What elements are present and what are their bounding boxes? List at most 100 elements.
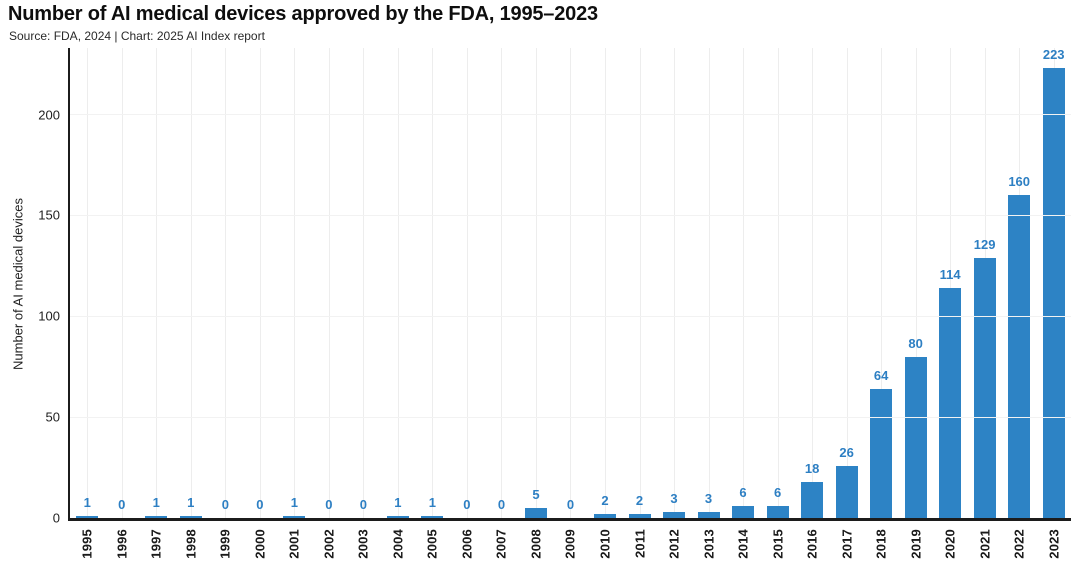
x-tick-label: 2019	[908, 529, 924, 559]
gridline-vertical	[294, 48, 296, 518]
bar-2011	[628, 513, 651, 518]
bar-2018	[870, 388, 893, 518]
bar-column-2006: 0 2006	[450, 48, 485, 559]
x-tick-label: 2009	[562, 529, 578, 559]
x-tick-label: 2012	[666, 529, 682, 559]
bar-value-label: 129	[973, 236, 996, 252]
bar-value-label: 5	[532, 486, 540, 502]
bar-value-label: 160	[1008, 174, 1031, 190]
bar-value-label: 1	[428, 494, 437, 510]
bar-2015	[766, 505, 789, 518]
bar-column-2011: 2 2011	[622, 48, 657, 558]
gridline-vertical	[674, 48, 676, 518]
x-tick-label: 2010	[597, 529, 613, 559]
gridline-vertical	[259, 48, 261, 518]
bar-2019	[904, 356, 927, 518]
y-tick-label: 200	[38, 107, 60, 123]
gridline-horizontal	[70, 114, 1071, 116]
x-tick-label: 2004	[390, 529, 406, 559]
x-tick-label: 1997	[148, 529, 164, 559]
bar-column-2013: 3 2013	[691, 48, 726, 559]
bar-column-1999: 0 1999	[208, 48, 243, 559]
gridline-horizontal	[70, 214, 1071, 216]
bar-column-2005: 1 2005	[415, 48, 450, 559]
bar-value-label: 6	[773, 484, 782, 500]
bar-column-2015: 6 2015	[760, 48, 795, 559]
bar-column-2012: 3 2012	[657, 48, 692, 559]
y-tick-label: 150	[38, 207, 60, 223]
plot-area: 1 1995 0 1996 1 1997 1 1998 0 1999 0 2000 1 2001 0 2002…	[68, 47, 1071, 559]
bar-column-2010: 2 2010	[588, 48, 623, 559]
gridline-vertical	[743, 48, 745, 518]
bar-column-2001: 1 2001	[277, 48, 312, 559]
bar-column-2019: 80 2019	[898, 48, 933, 559]
bar-column-2003: 0 2003	[346, 48, 381, 559]
x-tick-label: 2016	[804, 529, 820, 559]
bar-column-2016: 18 2016	[795, 48, 830, 559]
gridline-vertical	[121, 48, 123, 518]
bar-value-label: 1	[394, 494, 402, 510]
x-tick-label: 2008	[528, 529, 544, 559]
bar-value-label: 3	[670, 490, 678, 506]
bar-value-label: 1	[290, 494, 298, 510]
bar-value-label: 2	[601, 492, 609, 508]
x-tick-label: 2022	[1011, 529, 1027, 559]
bar-column-2008: 5 2008	[519, 48, 554, 559]
bar-value-label: 1	[83, 494, 91, 510]
chart-subtitle: Source: FDA, 2024 | Chart: 2025 AI Index…	[9, 29, 265, 43]
x-tick-label: 2020	[942, 529, 958, 559]
x-tick-label: 2013	[701, 529, 717, 559]
bar-2012	[663, 511, 686, 518]
y-axis-title: Number of AI medical devices	[10, 198, 26, 370]
bar-value-label: 1	[152, 494, 160, 510]
x-tick-label: 2015	[770, 529, 786, 559]
bar-2010	[593, 513, 616, 518]
bar-value-label: 1	[187, 494, 195, 510]
gridline-horizontal	[70, 315, 1071, 317]
gridline-vertical	[466, 48, 468, 518]
bar-column-2021: 129 2021	[967, 48, 1002, 559]
bar-column-1995: 1 1995	[70, 48, 105, 559]
bar-column-2017: 26 2017	[829, 48, 864, 559]
bar-column-2023: 223 2023	[1036, 47, 1071, 559]
bar-2022	[1008, 195, 1031, 518]
bar-value-label: 0	[497, 497, 506, 512]
bar-column-1998: 1 1998	[174, 48, 209, 559]
gridline-vertical	[190, 48, 192, 518]
bar-value-label: 2	[635, 492, 644, 508]
bar-1995	[76, 515, 99, 518]
bar-2021	[973, 257, 996, 518]
bar-column-2000: 0 2000	[243, 48, 278, 559]
x-tick-label: 2002	[321, 529, 337, 559]
bar-value-label: 64	[873, 367, 889, 383]
gridline-vertical	[881, 48, 883, 518]
gridline-vertical	[432, 48, 434, 518]
x-tick-label: 1996	[114, 529, 130, 559]
x-tick-label: 2017	[839, 529, 855, 559]
gridline-vertical	[950, 48, 952, 518]
gridline-horizontal	[70, 416, 1071, 418]
bar-value-label: 114	[939, 267, 961, 283]
bar-value-label: 0	[325, 497, 333, 512]
bar-value-label: 0	[566, 497, 575, 512]
gridline-vertical	[777, 48, 779, 518]
bar-value-label: 18	[804, 460, 820, 476]
bar-value-label: 0	[256, 497, 264, 512]
y-tick-label: 100	[38, 308, 60, 324]
x-tick-label: 2021	[977, 529, 993, 559]
x-tick-label: 2014	[735, 529, 751, 559]
bar-column-1996: 0 1996	[105, 48, 140, 559]
bar-columns: 1 1995 0 1996 1 1997 1 1998 0 1999 0 2000 1 2001 0 2002…	[70, 47, 1071, 559]
gridline-vertical	[708, 48, 710, 518]
x-tick-label: 2005	[424, 529, 440, 559]
bar-value-label: 0	[118, 497, 126, 512]
bar-1998	[179, 515, 202, 518]
bar-column-2004: 1 2004	[381, 48, 416, 559]
x-tick-label: 2018	[873, 529, 889, 559]
bar-column-2014: 6 2014	[726, 48, 761, 559]
bar-value-label: 26	[839, 444, 854, 460]
x-tick-label: 1999	[217, 529, 233, 559]
gridline-vertical	[604, 48, 606, 518]
gridline-vertical	[156, 48, 158, 518]
bar-value-label: 0	[221, 497, 229, 512]
